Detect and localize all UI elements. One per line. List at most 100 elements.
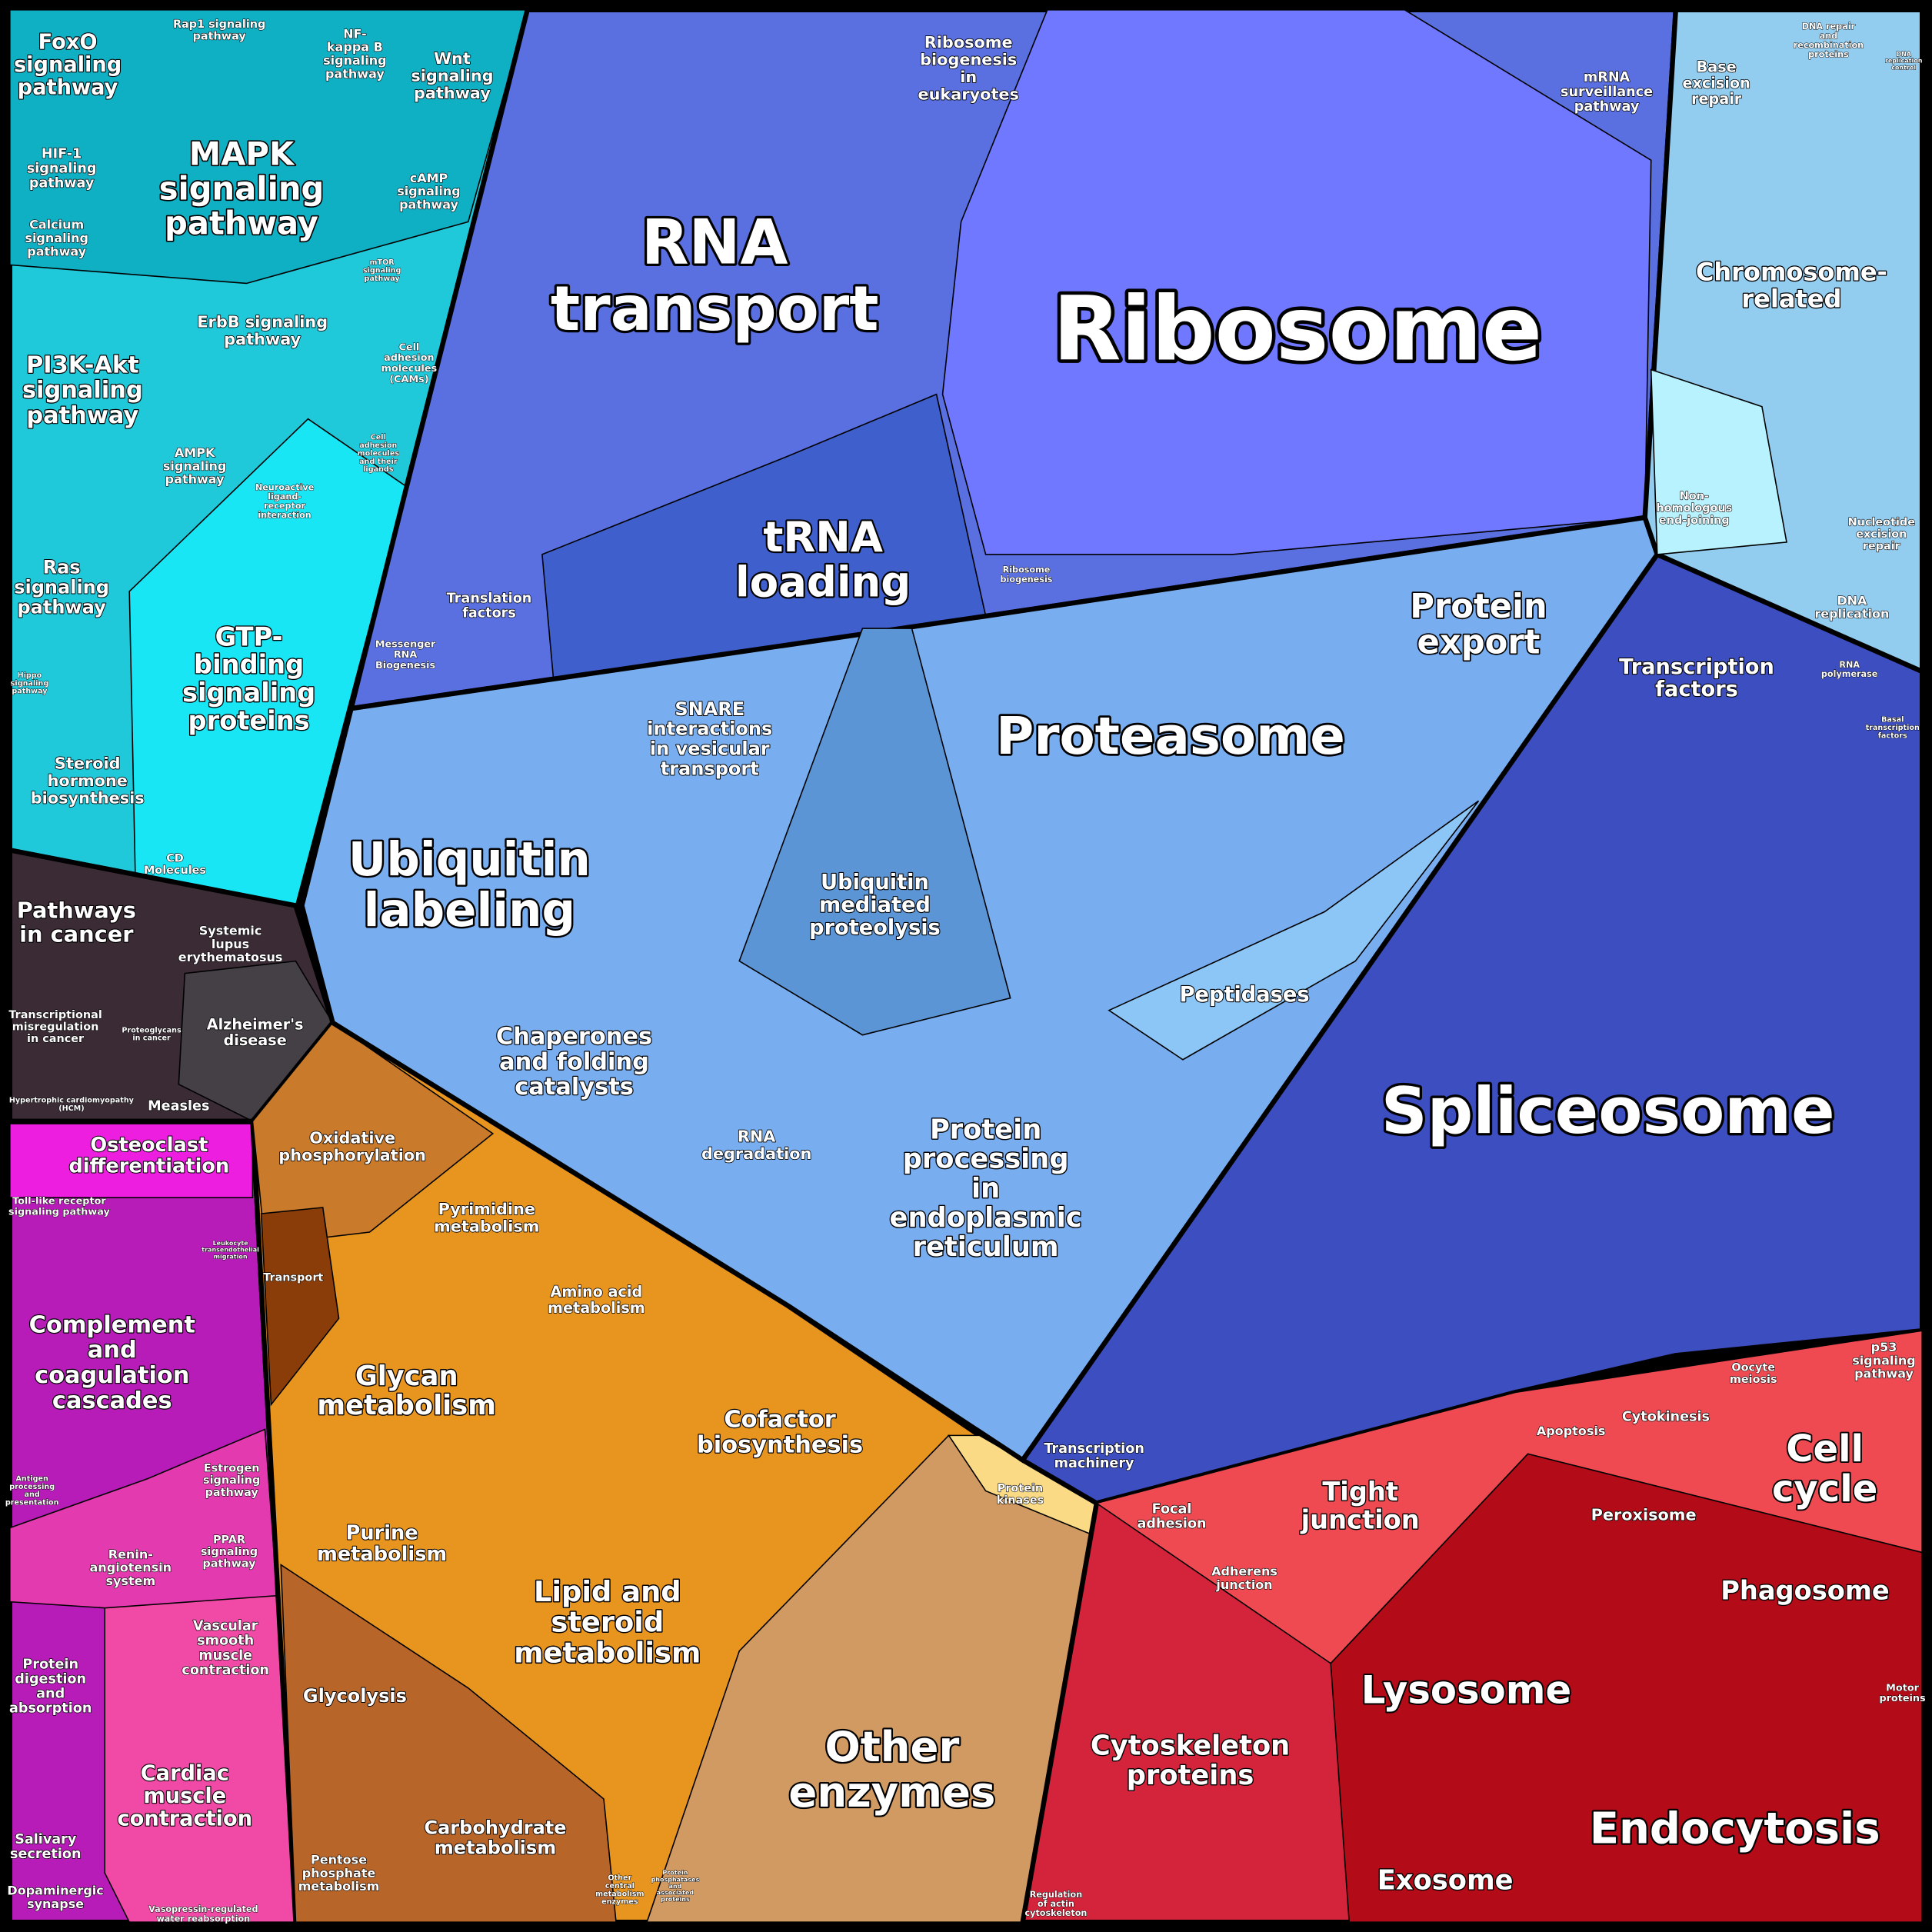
region-label: Regulation	[1030, 1890, 1083, 1900]
region-label: Protein	[662, 1870, 688, 1877]
region-label: muscle	[198, 1648, 252, 1664]
region-label: Oocyte	[1731, 1361, 1775, 1374]
region-label: pathway	[26, 402, 138, 429]
region-label: Protein	[22, 1657, 78, 1672]
region-label: of actin	[1038, 1899, 1074, 1909]
region-label: lupus	[212, 937, 249, 951]
region-label: Glycan	[355, 1361, 458, 1392]
region-label: in vesicular	[650, 738, 770, 760]
region-label: Lysosome	[1361, 1668, 1571, 1713]
region-label: DNA	[1896, 51, 1911, 58]
region-label: metabolism	[514, 1637, 701, 1670]
region-label: adhesion	[384, 352, 434, 364]
region-label: synapse	[27, 1897, 84, 1911]
region-label: PI3K-Akt	[26, 351, 139, 378]
region-label: Proteasome	[996, 706, 1345, 766]
region-label: ligand-	[268, 492, 301, 502]
region-label: tRNA	[763, 512, 883, 561]
region-label: misregulation	[12, 1021, 99, 1034]
region-label: receptor	[264, 501, 305, 511]
region-label: meiosis	[1730, 1374, 1777, 1386]
region-label: and	[25, 1491, 40, 1499]
region-label: surveillance	[1561, 85, 1653, 100]
region-label: angiotensin	[90, 1561, 172, 1575]
region-label: Amino acid	[550, 1283, 642, 1301]
region-label: proteins	[1879, 1693, 1926, 1704]
region-label: signaling	[11, 679, 49, 688]
vesicle-subregion	[1330, 1453, 1923, 1923]
region-label: Ribosome	[924, 33, 1013, 52]
region-label: Dopaminergic	[7, 1884, 103, 1898]
region-label: Hypertrophic cardiomyopathy	[9, 1097, 135, 1105]
region-label: metabolism	[317, 1543, 447, 1566]
region-label: signaling	[1852, 1353, 1916, 1367]
region-label: migration	[214, 1253, 248, 1260]
region-label: Other	[824, 1722, 959, 1771]
region-label: (CAMs)	[389, 374, 428, 385]
region-label: metabolism	[548, 1299, 645, 1317]
ubiquitin-proteolysis-subregion	[738, 628, 1011, 1036]
region-label: Toll-like receptor	[12, 1195, 106, 1207]
region-label: pathway	[27, 244, 86, 258]
region-label: transendothelial	[202, 1247, 259, 1254]
region-label: phosphorylation	[278, 1146, 426, 1164]
region-label: absorption	[9, 1700, 92, 1716]
region-label: Ubiquitin	[348, 832, 591, 887]
region-label: proteins	[1808, 50, 1849, 60]
nhej-subregion	[1650, 368, 1787, 555]
region-label: Transcriptional	[8, 1009, 102, 1021]
region-label: Peptidases	[1180, 983, 1310, 1007]
region-label: Cytokinesis	[1622, 1409, 1710, 1424]
region-label: and folding	[499, 1048, 649, 1075]
region-label: signaling	[159, 169, 325, 207]
region-label: DNA	[1837, 593, 1867, 608]
region-label: Peroxisome	[1591, 1506, 1697, 1524]
region-label: Transcription	[1619, 655, 1774, 679]
region-label: repair	[1691, 90, 1742, 108]
region-label: Motor	[1886, 1682, 1919, 1694]
region-label: cascades	[52, 1387, 172, 1414]
region-label: FoxO	[38, 31, 98, 55]
region-label: pathway	[29, 175, 95, 191]
region-label: Transcription	[1044, 1441, 1144, 1457]
carbohydrate-subregion	[280, 1564, 617, 1923]
region-label: signaling	[397, 184, 461, 198]
region-label: p53	[1871, 1340, 1897, 1354]
region-label: enzymes	[788, 1767, 995, 1817]
region-label: MAPK	[189, 135, 295, 172]
region-label: Systemic	[199, 924, 262, 938]
region-label: Transport	[263, 1271, 323, 1284]
region-label: Purine	[346, 1522, 418, 1545]
region-label: Rap1 signaling	[173, 18, 265, 31]
region-label: Other	[608, 1874, 631, 1883]
region-label: in	[971, 1173, 1000, 1204]
region-label: pathway	[224, 330, 301, 348]
region-label: Lipid and	[534, 1575, 681, 1608]
region-label: related	[1741, 284, 1841, 313]
region-label: Cell	[1786, 1427, 1864, 1471]
region-label: signaling	[182, 678, 315, 708]
region-label: labeling	[364, 883, 575, 938]
gtp-subregion	[128, 418, 408, 907]
region-label: signaling	[163, 458, 227, 473]
region-label: Leukocyte	[213, 1240, 249, 1247]
region-label: and	[88, 1337, 137, 1364]
region-label: excision	[1856, 528, 1907, 541]
region-label: SNARE	[675, 698, 744, 720]
region-label: Adherens	[1211, 1564, 1277, 1579]
region-label: proteins	[1127, 1760, 1254, 1791]
region-label: in	[960, 68, 977, 86]
region-label: GTP-	[215, 621, 283, 651]
region-label: Glycolysis	[303, 1685, 407, 1707]
region-label: pathway	[325, 66, 385, 81]
region-label: and	[36, 1686, 65, 1701]
region-label: adhesion	[359, 441, 397, 450]
region-label: replication	[1814, 607, 1889, 621]
region-label: Carbohydrate	[424, 1817, 566, 1838]
region-label: RNA	[738, 1128, 776, 1146]
region-label: junction	[1215, 1577, 1272, 1592]
transport-subregion	[260, 1207, 340, 1407]
region-label: proteins	[188, 705, 310, 735]
region-label: interactions	[647, 718, 772, 740]
region-label: Focal	[1152, 1502, 1192, 1517]
